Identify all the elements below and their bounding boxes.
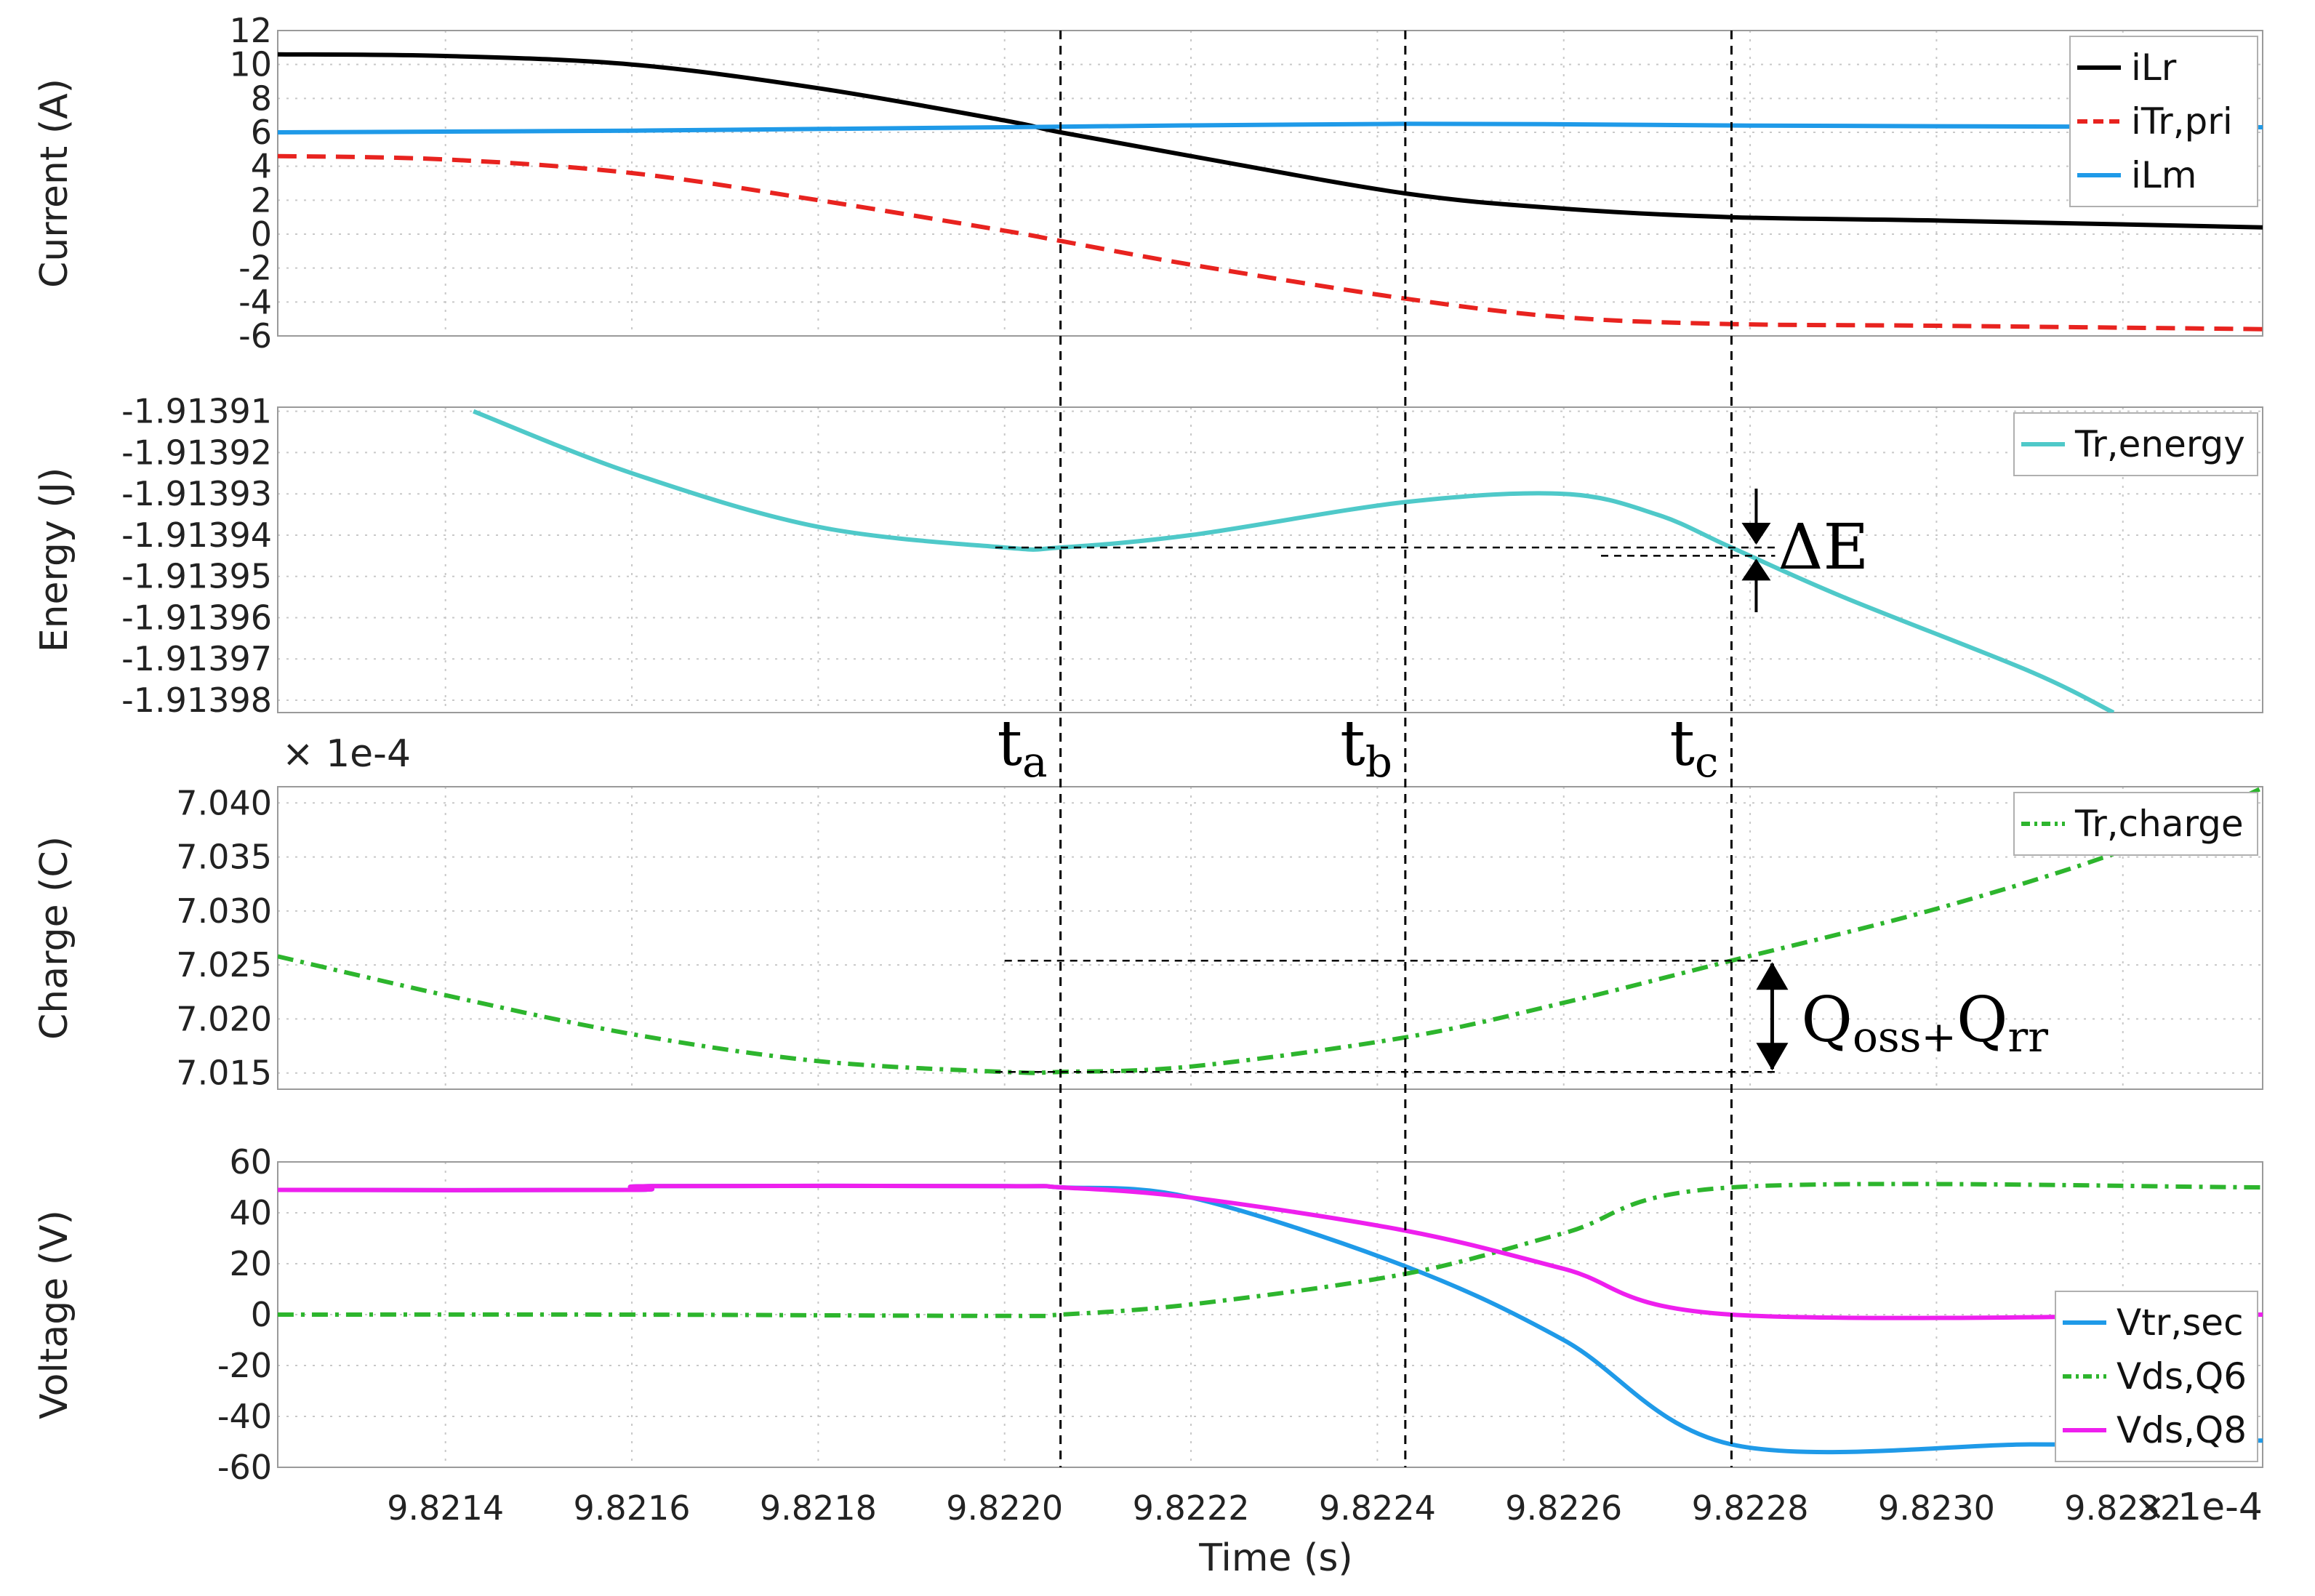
y-tick-label: -20 [217, 1346, 272, 1385]
x-tick-label: 9.8222 [1133, 1488, 1250, 1528]
y-tick-label: -1.91398 [121, 681, 272, 720]
legend-label: iLr [2131, 47, 2177, 89]
y-tick-label: 6 [251, 113, 272, 152]
x-tick-label: 9.8226 [1505, 1488, 1622, 1528]
series-ilr [278, 52, 2263, 230]
y-axis-multiplier: × 1e-4 [282, 732, 411, 776]
y-axis-label: Current (A) [33, 79, 76, 288]
y-tick-label: 4 [251, 147, 272, 186]
y-tick-label: 12 [229, 11, 272, 50]
y-tick-label: -1.91394 [121, 516, 272, 555]
legend-label: Tr,energy [2074, 423, 2245, 465]
plot-frame [277, 30, 2263, 337]
y-tick-label: 60 [229, 1142, 272, 1182]
legend-label: iTr,pri [2131, 100, 2233, 143]
y-tick-label: 40 [229, 1193, 272, 1232]
y-tick-label: 7.015 [176, 1054, 272, 1093]
legend: Tr,charge [2013, 792, 2258, 856]
delta-e-arrowhead-bottom [1741, 558, 1771, 581]
y-tick-label: -1.91393 [121, 474, 272, 513]
charge-q-label: Qoss+Qrr [1801, 984, 2048, 1062]
y-tick-label: 7.040 [176, 783, 272, 822]
y-tick-label: 0 [251, 214, 272, 254]
legend-box [2013, 792, 2258, 856]
y-tick-label: 8 [251, 79, 272, 118]
series-itr-pri [278, 153, 2263, 332]
legend: Tr,energy [2013, 412, 2258, 476]
marker-label-tc: tc [1669, 707, 1718, 787]
series-tr-energy [473, 409, 2115, 713]
legend-label: iLm [2131, 154, 2196, 196]
legend: iLr iTr,pri iLm [2069, 36, 2258, 207]
series-tr-charge [278, 787, 2263, 1075]
series-ilm [278, 121, 2263, 135]
legend-label: Vds,Q6 [2117, 1355, 2247, 1397]
plot-frame [277, 406, 2263, 713]
y-tick-label: -4 [238, 282, 272, 321]
y-tick-label: -1.91391 [121, 392, 272, 431]
y-tick-label: 0 [251, 1295, 272, 1334]
panel-charge: 7.015 7.020 7.025 7.030 7.035 7.040 Charge (C)… [33, 732, 2263, 1093]
y-tick-label: -1.91392 [121, 433, 272, 472]
series-vds-q6 [278, 1182, 2263, 1318]
panel-energy: -1.91398-1.91397-1.91396-1.91395-1.91394… [33, 392, 2263, 720]
x-tick-label: 9.8220 [946, 1488, 1063, 1528]
y-axis-label: Energy (J) [33, 468, 76, 653]
x-tick-label: 9.8214 [387, 1488, 504, 1528]
legend-label: Vds,Q8 [2117, 1409, 2247, 1451]
legend: Vtr,sec Vds,Q6 Vds,Q8 [2055, 1291, 2258, 1462]
x-axis-multiplier: × 1e-4 [2134, 1485, 2263, 1529]
panel-voltage: -60 -40 -20 0 20 40 60 Voltage (V) Vtr,sec Vds,Q6… [33, 1142, 2263, 1528]
series-vds-q8 [278, 1183, 2263, 1320]
y-tick-label: -2 [238, 249, 272, 288]
plot-frame [277, 786, 2263, 1090]
marker-label-ta: ta [997, 707, 1047, 787]
y-axis-label: Charge (C) [33, 836, 76, 1040]
y-tick-label: -1.91397 [121, 639, 272, 678]
y-tick-label: 7.020 [176, 999, 272, 1038]
y-tick-label: -60 [217, 1448, 272, 1487]
y-tick-label: 7.035 [176, 838, 272, 877]
legend-label: Vtr,sec [2117, 1302, 2244, 1344]
x-tick-label: 9.8218 [760, 1488, 877, 1528]
x-tick-label: 9.8216 [574, 1488, 691, 1528]
y-tick-label: 2 [251, 180, 272, 220]
y-tick-label: 10 [229, 45, 272, 84]
x-tick-label: 9.8230 [1878, 1488, 1995, 1528]
y-tick-label: -6 [238, 316, 272, 356]
legend-label: Tr,charge [2074, 803, 2244, 845]
y-tick-label: 7.025 [176, 945, 272, 985]
x-tick-label: 9.8228 [1692, 1488, 1809, 1528]
charge-arrowhead-top [1756, 962, 1789, 990]
overlay-layer: ta tb tc ΔE Qoss+Qrr [995, 31, 2048, 1467]
y-tick-label: -40 [217, 1397, 272, 1436]
delta-e-label: ΔE [1778, 511, 1869, 584]
y-axis-label: Voltage (V) [33, 1210, 76, 1419]
x-tick-label: 9.8224 [1319, 1488, 1436, 1528]
y-tick-label: 7.030 [176, 891, 272, 931]
y-tick-label: -1.91395 [121, 557, 272, 596]
delta-e-arrowhead-top [1741, 522, 1771, 545]
x-tick-label: 9.8232 [2064, 1488, 2181, 1528]
y-tick-label: 20 [229, 1244, 272, 1283]
charge-arrowhead-bottom [1756, 1043, 1789, 1071]
x-axis-label: Time (s) [1198, 1536, 1352, 1580]
marker-label-tb: tb [1340, 707, 1392, 787]
y-tick-label: -1.91396 [121, 598, 272, 637]
